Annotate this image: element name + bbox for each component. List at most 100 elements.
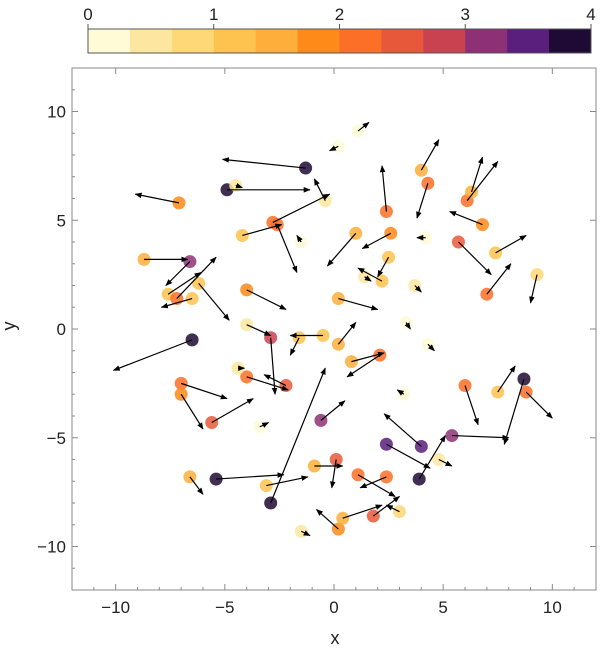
vector-arrow: [497, 365, 516, 393]
x-tick-label: −10: [101, 598, 130, 617]
vector-arrow: [112, 339, 193, 371]
vector-arrow: [342, 504, 383, 519]
vector-arrow: [418, 434, 446, 480]
colorbar-cell: [297, 29, 340, 53]
x-axis-ticks: −10 −5 0 5 10: [71, 68, 597, 617]
vector-arrow: [464, 385, 479, 426]
vector-arrow: [316, 509, 339, 530]
vector-arrow: [357, 121, 370, 132]
colorbar-tick-label: 2: [335, 5, 344, 24]
vector-arrow: [337, 321, 357, 345]
vector-arrow: [404, 322, 411, 330]
vector-arrow: [529, 274, 538, 304]
colorbar-tick-label: 4: [586, 5, 595, 24]
vector-arrow: [270, 337, 278, 395]
colorbar-cells: [88, 29, 592, 53]
vector-arrow: [495, 234, 527, 254]
vector-arrow: [246, 324, 272, 337]
vector-arrow: [383, 413, 422, 447]
vector-arrow: [386, 443, 431, 469]
vector-arrow: [263, 374, 287, 387]
vector-arrow: [216, 472, 285, 480]
y-axis-ticks: −10 −5 0 5 10: [37, 67, 596, 591]
colorbar-cell: [549, 29, 592, 53]
vector-arrow: [272, 193, 331, 223]
vector-arrow: [385, 504, 400, 513]
colorbar: 0 1 2 3 4: [83, 5, 596, 54]
y-tick-label: 5: [57, 211, 66, 230]
colorbar-cell: [255, 29, 299, 53]
y-tick-label: 0: [57, 320, 66, 339]
vector-arrow: [470, 156, 484, 193]
vector-arrow: [338, 297, 379, 311]
vector-arrow: [270, 367, 326, 504]
vector-arrow: [330, 459, 337, 489]
vector-arrow: [180, 382, 228, 400]
y-tick-label: −10: [37, 538, 66, 557]
vector-arrow: [449, 210, 483, 226]
y-tick-label: −5: [47, 429, 66, 448]
vector-arrow: [458, 241, 492, 276]
vector-arrow: [235, 182, 243, 189]
vector-arrow: [246, 289, 287, 310]
vector-arrow: [134, 192, 180, 204]
vector-arrow: [351, 351, 385, 363]
colorbar-tick-label: 0: [83, 5, 92, 24]
colorbar-cell: [381, 29, 424, 53]
colorbar-cell: [339, 29, 382, 53]
y-axis-label: y: [0, 322, 19, 331]
point-layer: [137, 124, 544, 538]
y-tick-label: 10: [47, 103, 66, 122]
vector-arrow: [414, 285, 422, 293]
x-tick-label: 5: [438, 598, 447, 617]
vector-arrow: [189, 476, 204, 495]
colorbar-tick-label: 1: [209, 5, 218, 24]
vector-arrow: [359, 476, 387, 489]
vector-arrow: [427, 343, 435, 352]
vector-arrow: [242, 223, 283, 237]
vector-arrow: [329, 145, 339, 152]
vector-arrow: [289, 337, 300, 356]
colorbar-tick-label: 3: [461, 5, 470, 24]
vector-arrow: [198, 282, 230, 321]
vector-arrow: [357, 267, 383, 282]
vector-arrow: [176, 256, 217, 299]
vector-arrow: [486, 263, 512, 295]
vector-arrow: [357, 474, 396, 497]
vector-arrow: [300, 530, 311, 537]
vector-arrow: [167, 271, 202, 295]
vector-arrow: [503, 378, 525, 445]
x-axis-label: x: [331, 628, 340, 648]
colorbar-cell: [88, 29, 131, 53]
vector-arrow: [160, 297, 193, 309]
x-tick-label: 10: [543, 598, 562, 617]
vector-arrow: [396, 389, 405, 396]
vector-arrow: [420, 139, 440, 171]
vector-arrow: [259, 421, 270, 428]
vector-arrow: [266, 475, 309, 487]
vector-arrow: [165, 261, 191, 286]
vector-arrow: [379, 165, 387, 212]
vector-arrow: [296, 234, 303, 243]
vector-arrow: [361, 232, 392, 250]
vector-arrow: [276, 224, 298, 274]
colorbar-cell: [507, 29, 550, 53]
vector-arrow: [377, 256, 390, 278]
x-tick-label: −5: [215, 598, 234, 617]
vector-arrow: [326, 232, 357, 267]
data-point: [393, 505, 406, 519]
vector-arrow: [180, 393, 204, 430]
vector-arrow: [246, 376, 289, 391]
vector-arrow: [211, 398, 254, 424]
colorbar-cell: [129, 29, 173, 53]
vector-arrow: [525, 391, 553, 419]
vector-arrow: [451, 434, 510, 441]
colorbar-ticks: 0 1 2 3 4: [83, 5, 596, 29]
vector-arrow: [221, 157, 306, 169]
vector-arrow: [346, 354, 381, 378]
colorbar-cell: [465, 29, 508, 53]
vector-arrow: [416, 183, 429, 219]
vector-arrow: [320, 400, 346, 421]
x-tick-label: 0: [329, 598, 338, 617]
